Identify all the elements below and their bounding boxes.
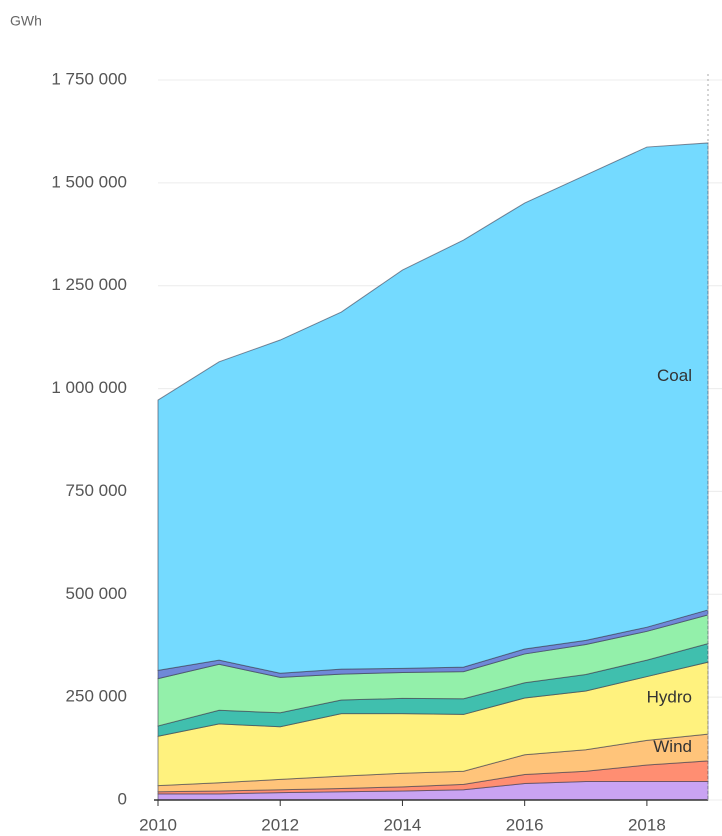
x-tick-label: 2018: [628, 815, 666, 834]
y-tick-label: 1 250 000: [51, 275, 127, 294]
series-label: Hydro: [647, 688, 692, 707]
x-tick-label: 2014: [384, 815, 422, 834]
y-tick-label: 1 000 000: [51, 378, 127, 397]
x-tick-label: 2010: [139, 815, 177, 834]
y-tick-label: 750 000: [66, 481, 127, 500]
area: [157, 142, 709, 674]
y-tick-label: 1 500 000: [51, 172, 127, 191]
series-label: Coal: [657, 366, 692, 385]
y-tick-label: 500 000: [66, 584, 127, 603]
y-axis-label: GWh: [10, 13, 42, 29]
x-tick-label: 2012: [261, 815, 299, 834]
y-tick-label: 0: [118, 789, 127, 808]
y-tick-label: 1 750 000: [51, 69, 127, 88]
x-tick-label: 2016: [506, 815, 544, 834]
series-label: Wind: [653, 737, 692, 756]
y-tick-label: 250 000: [66, 687, 127, 706]
